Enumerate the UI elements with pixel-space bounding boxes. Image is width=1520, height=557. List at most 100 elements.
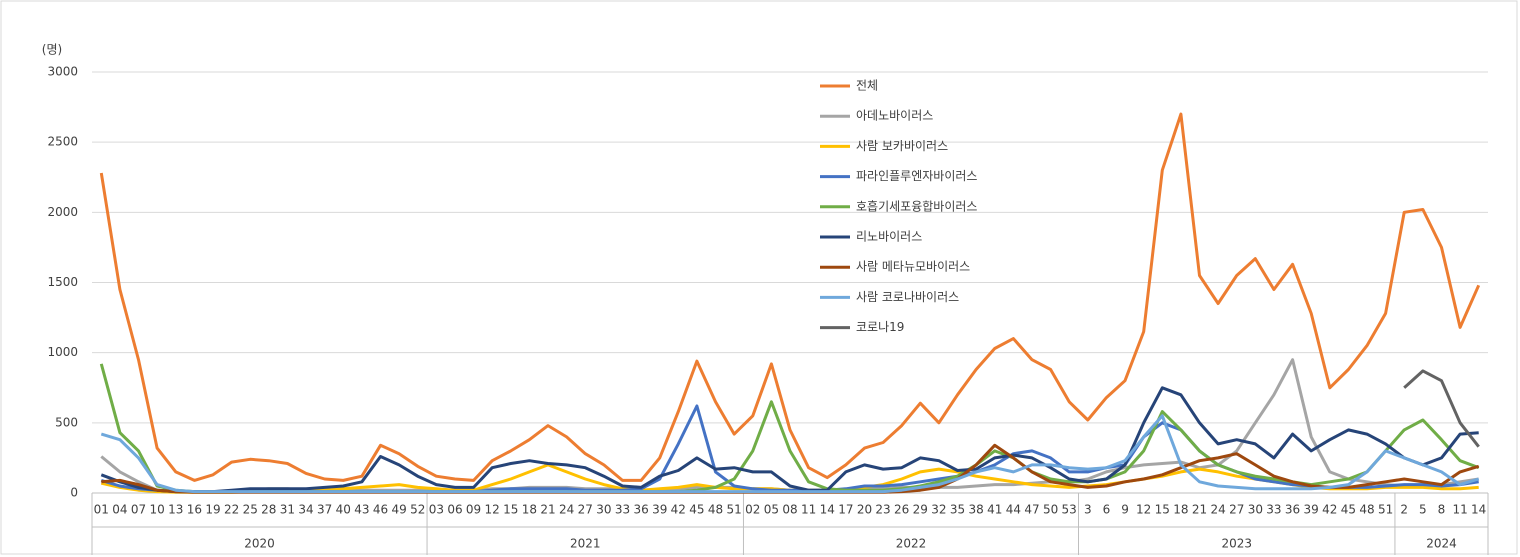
x-tick-label: 21: [540, 503, 555, 517]
x-tick-label: 30: [596, 503, 611, 517]
legend-label: 사람 메타뉴모바이러스: [856, 260, 970, 274]
x-tick-label: 45: [1341, 503, 1356, 517]
x-tick-label: 48: [708, 503, 723, 517]
x-tick-label: 50: [1043, 503, 1058, 517]
x-tick-label: 33: [615, 503, 630, 517]
x-tick-label: 19: [205, 503, 220, 517]
y-tick-label: 1000: [47, 345, 78, 359]
x-tick-label: 11: [801, 503, 816, 517]
x-tick-label: 23: [875, 503, 890, 517]
x-tick-label: 40: [336, 503, 351, 517]
x-tick-label: 18: [1173, 503, 1188, 517]
x-tick-label: 48: [1359, 503, 1374, 517]
x-tick-label: 05: [764, 503, 779, 517]
x-tick-label: 25: [243, 503, 258, 517]
x-group-label: 2020: [244, 537, 275, 551]
x-tick-label: 47: [1024, 503, 1039, 517]
x-tick-label: 08: [782, 503, 797, 517]
x-tick-label: 44: [1006, 503, 1021, 517]
x-tick-label: 15: [1155, 503, 1170, 517]
y-tick-label: 2000: [47, 205, 78, 219]
y-unit: (명): [42, 43, 62, 57]
x-tick-label: 51: [727, 503, 742, 517]
y-tick-label: 0: [70, 486, 78, 500]
x-tick-label: 32: [931, 503, 946, 517]
x-tick-label: 53: [1062, 503, 1077, 517]
x-tick-label: 41: [987, 503, 1002, 517]
x-tick-label: 16: [187, 503, 202, 517]
x-tick-label: 11: [1452, 503, 1467, 517]
x-tick-label: 22: [224, 503, 239, 517]
x-tick-label: 26: [894, 503, 909, 517]
x-tick-label: 14: [820, 503, 835, 517]
y-tick-label: 3000: [47, 65, 78, 79]
x-group-label: 2022: [896, 537, 927, 551]
x-tick-label: 37: [317, 503, 332, 517]
x-tick-label: 17: [838, 503, 853, 517]
x-tick-label: 36: [633, 503, 648, 517]
legend-label: 리노바이러스: [856, 230, 922, 244]
legend-label: 사람 보카바이러스: [856, 139, 948, 153]
x-tick-label: 35: [950, 503, 965, 517]
legend-label: 아데노바이러스: [856, 109, 933, 123]
x-tick-label: 36: [1285, 503, 1300, 517]
x-tick-label: 12: [1136, 503, 1151, 517]
x-tick-label: 02: [745, 503, 760, 517]
series-line: [100, 414, 1480, 494]
x-tick-label: 29: [913, 503, 928, 517]
legend-label: 사람 코로나바이러스: [856, 290, 959, 304]
x-tick-label: 43: [354, 503, 369, 517]
y-tick-label: 2500: [47, 135, 78, 149]
x-tick-label: 15: [503, 503, 518, 517]
x-tick-label: 9: [1121, 503, 1129, 517]
x-tick-label: 46: [373, 503, 388, 517]
x-tick-label: 30: [1248, 503, 1263, 517]
x-tick-label: 27: [1229, 503, 1244, 517]
x-tick-label: 8: [1438, 503, 1446, 517]
x-tick-label: 27: [578, 503, 593, 517]
x-group-label: 2024: [1426, 537, 1457, 551]
x-group-label: 2021: [570, 537, 601, 551]
x-tick-label: 34: [298, 503, 313, 517]
x-tick-label: 5: [1419, 503, 1427, 517]
y-tick-label: 500: [55, 415, 78, 429]
legend-label: 전체: [856, 79, 878, 93]
x-tick-label: 42: [671, 503, 686, 517]
legend-label: 호흡기세포융합바이러스: [856, 199, 977, 213]
x-tick-label: 45: [689, 503, 704, 517]
x-tick-label: 38: [968, 503, 983, 517]
x-tick-label: 51: [1378, 503, 1393, 517]
x-tick-label: 18: [522, 503, 537, 517]
x-tick-label: 21: [1192, 503, 1207, 517]
x-tick-label: 14: [1471, 503, 1486, 517]
series-line: [100, 386, 1479, 494]
x-tick-label: 6: [1103, 503, 1111, 517]
x-tick-label: 20: [857, 503, 872, 517]
x-tick-label: 24: [559, 503, 574, 517]
x-tick-label: 2: [1400, 503, 1408, 517]
x-tick-label: 13: [168, 503, 183, 517]
x-tick-label: 39: [1304, 503, 1319, 517]
x-tick-label: 31: [280, 503, 295, 517]
x-tick-label: 09: [466, 503, 481, 517]
x-tick-label: 49: [391, 503, 406, 517]
legend-label: 파라인플루엔자바이러스: [856, 169, 977, 183]
x-tick-label: 3: [1084, 503, 1092, 517]
x-tick-label: 10: [150, 503, 165, 517]
x-tick-label: 06: [447, 503, 462, 517]
x-tick-label: 39: [652, 503, 667, 517]
x-tick-label: 24: [1210, 503, 1225, 517]
x-tick-label: 28: [261, 503, 276, 517]
x-tick-label: 07: [131, 503, 146, 517]
series-line: [1403, 369, 1480, 448]
series-line: [99, 112, 1481, 482]
legend-label: 코로나19: [856, 320, 904, 334]
x-tick-label: 04: [112, 503, 127, 517]
x-tick-label: 03: [429, 503, 444, 517]
y-tick-label: 1500: [47, 275, 78, 289]
x-tick-label: 01: [94, 503, 109, 517]
x-tick-label: 33: [1266, 503, 1281, 517]
x-group-label: 2023: [1221, 537, 1252, 551]
